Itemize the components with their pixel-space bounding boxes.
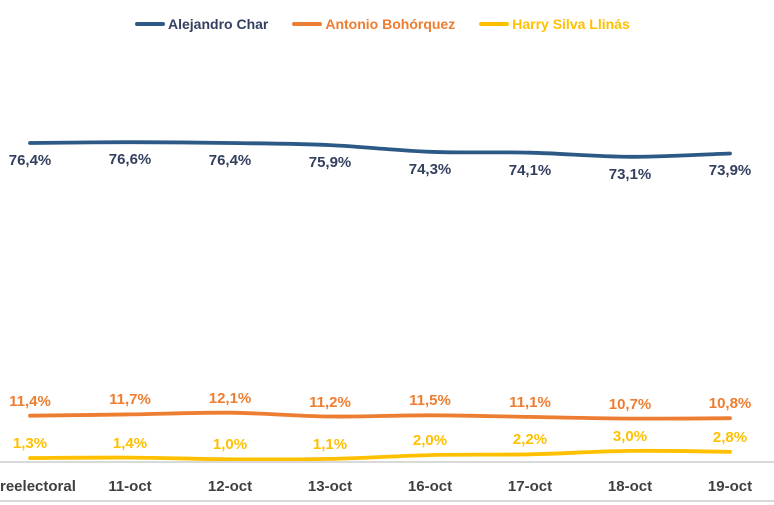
legend-item-0: Alejandro Char: [135, 16, 268, 32]
legend-item-1: Antonio Bohórquez: [292, 16, 455, 32]
legend-swatch-icon: [135, 22, 165, 26]
x-tick-label-5: 17-oct: [507, 478, 553, 495]
x-tick-label-3: 13-oct: [307, 478, 353, 495]
data-label-series2-pt0: 1,3%: [12, 435, 48, 453]
data-label-series1-pt1: 11,7%: [109, 391, 151, 409]
data-label-series1-pt6: 10,7%: [608, 395, 652, 413]
data-label-series1-pt0: 11,4%: [9, 392, 51, 410]
series-line-1: [28, 410, 732, 421]
data-label-series1-pt3: 11,2%: [309, 393, 351, 411]
x-axis-line: [0, 461, 774, 463]
legend: Alejandro Char Antonio Bohórquez Harry Sil…: [135, 16, 630, 32]
data-label-series1-pt4: 11,5%: [409, 392, 451, 410]
data-label-series2-pt1: 1,4%: [112, 434, 148, 452]
x-tick-label-2: 12-oct: [207, 478, 253, 495]
data-label-series1-pt2: 12,1%: [208, 389, 252, 407]
legend-swatch-icon: [292, 22, 323, 26]
legend-label: Alejandro Char: [168, 16, 269, 32]
x-tick-label-7: 19-oct: [707, 478, 753, 495]
x-tick-label-0: reelectoral: [0, 478, 76, 495]
data-label-series0-pt1: 76,6%: [108, 151, 152, 169]
data-label-series2-pt6: 3,0%: [612, 427, 648, 445]
data-label-series2-pt5: 2,2%: [512, 431, 548, 449]
x-tick-label-6: 18-oct: [607, 478, 653, 495]
data-label-series0-pt5: 74,1%: [508, 161, 552, 179]
legend-swatch-icon: [479, 22, 510, 26]
data-label-series0-pt0: 76,4%: [8, 152, 52, 169]
legend-label: Antonio Bohórquez: [325, 16, 456, 32]
bottom-border-line: [0, 500, 774, 502]
data-label-series1-pt7: 10,8%: [708, 395, 752, 413]
data-label-series2-pt7: 2,8%: [712, 428, 748, 446]
legend-item-2: Harry Silva Llinás: [479, 16, 630, 32]
data-label-series0-pt3: 75,9%: [308, 154, 352, 172]
x-tick-label-1: 11-oct: [108, 478, 152, 495]
x-tick-label-4: 16-oct: [407, 478, 453, 495]
data-label-series2-pt4: 2,0%: [412, 432, 448, 450]
data-label-series2-pt2: 1,0%: [212, 436, 248, 454]
series-line-0: [28, 140, 732, 159]
data-label-series0-pt7: 73,9%: [708, 162, 752, 180]
data-label-series0-pt4: 74,3%: [408, 160, 452, 178]
data-label-series0-pt2: 76,4%: [208, 152, 252, 169]
series-line-2: [28, 448, 732, 462]
legend-label: Harry Silva Llinás: [512, 16, 630, 32]
data-label-series2-pt3: 1,1%: [312, 435, 348, 453]
data-label-series1-pt5: 11,1%: [509, 393, 551, 411]
data-label-series0-pt6: 73,1%: [608, 165, 652, 183]
